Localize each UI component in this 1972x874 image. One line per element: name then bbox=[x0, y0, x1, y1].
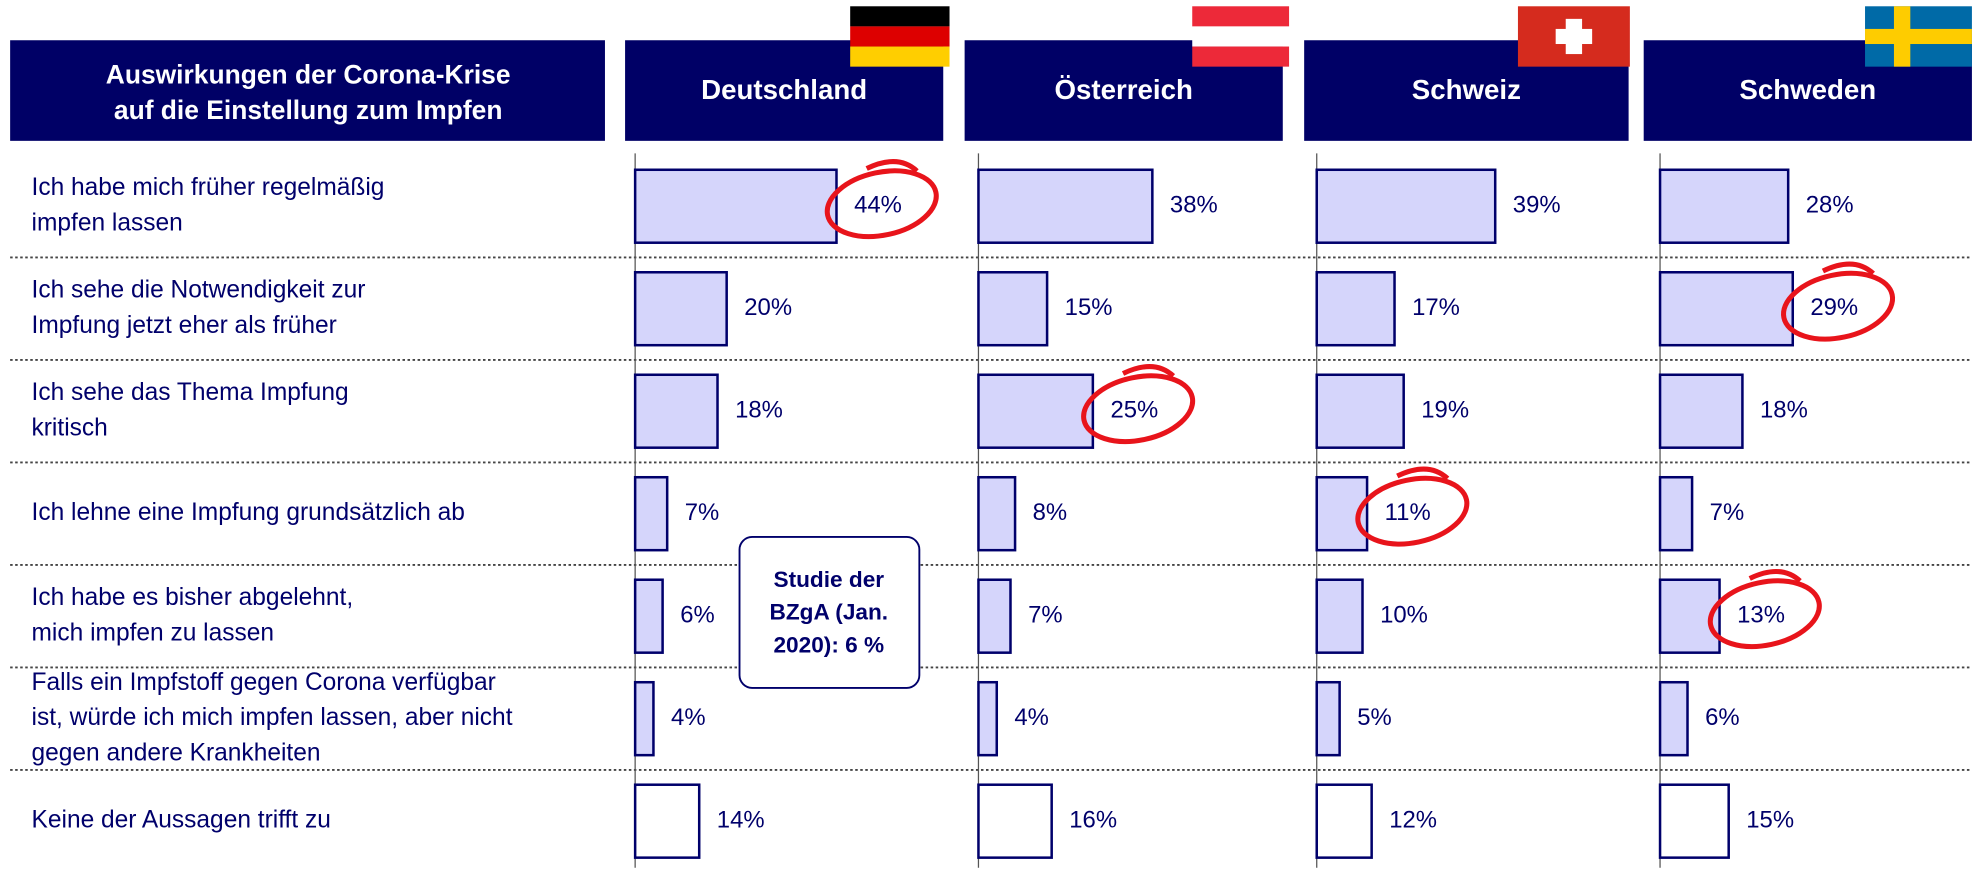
highlight-circle bbox=[1355, 475, 1470, 547]
value-label: 14% bbox=[717, 806, 765, 833]
bar bbox=[633, 578, 664, 654]
bar bbox=[977, 578, 1012, 654]
row-label: Ich habe mich früher regelmäßig bbox=[32, 174, 385, 201]
row-label: Ich sehe die Notwendigkeit zur bbox=[32, 277, 366, 304]
value-label: 7% bbox=[1710, 499, 1745, 526]
bar bbox=[633, 168, 838, 244]
bar bbox=[1315, 783, 1373, 859]
chart-title: auf die Einstellung zum Impfen bbox=[114, 95, 503, 125]
flag-sweden bbox=[1865, 6, 1972, 67]
row-label: Falls ein Impfstoff gegen Corona verfügb… bbox=[32, 669, 496, 696]
value-label: 11% bbox=[1385, 499, 1431, 526]
value-label: 7% bbox=[685, 499, 720, 526]
value-label: 15% bbox=[1065, 294, 1113, 321]
annotation: Studie der bbox=[773, 567, 884, 592]
highlight-stroke bbox=[1821, 261, 1875, 276]
highlight-stroke bbox=[1121, 364, 1176, 378]
highlight-circle bbox=[1780, 270, 1896, 342]
legend-entry: Schweiz bbox=[1412, 74, 1521, 105]
flag-austria bbox=[1192, 6, 1290, 67]
value-label: 15% bbox=[1746, 806, 1794, 833]
value-label: 39% bbox=[1513, 192, 1561, 219]
value-label: 38% bbox=[1170, 192, 1218, 219]
annotation-box bbox=[738, 536, 921, 689]
highlight-stroke bbox=[1748, 569, 1802, 583]
value-label: 18% bbox=[1760, 397, 1808, 424]
row-label: Impfung jetzt eher als früher bbox=[32, 312, 337, 339]
title-box bbox=[10, 40, 605, 141]
row-label: gegen andere Krankheiten bbox=[32, 739, 321, 766]
legend-entry: Schweden bbox=[1739, 74, 1876, 105]
bar bbox=[1315, 373, 1405, 449]
bar bbox=[1658, 680, 1689, 757]
bar bbox=[1315, 578, 1364, 654]
value-label: 16% bbox=[1069, 806, 1117, 833]
bar bbox=[977, 373, 1095, 449]
value-label: 4% bbox=[671, 704, 706, 731]
flag-switzerland bbox=[1517, 6, 1630, 67]
legend-entry: Österreich bbox=[1055, 74, 1193, 105]
bar bbox=[977, 475, 1017, 552]
bar bbox=[633, 373, 719, 449]
value-label: 8% bbox=[1033, 499, 1068, 526]
bar bbox=[977, 680, 999, 757]
row-label: Ich habe es bisher abgelehnt, bbox=[32, 584, 354, 611]
bar bbox=[977, 168, 1154, 244]
row-label: ist, würde ich mich impfen lassen, aber … bbox=[32, 704, 513, 731]
bar bbox=[1658, 475, 1694, 552]
value-label: 4% bbox=[1014, 704, 1049, 731]
bar bbox=[633, 783, 701, 859]
bar bbox=[633, 475, 669, 552]
bar bbox=[633, 680, 655, 757]
row-label: kritisch bbox=[32, 414, 108, 441]
annotation: 2020): 6 % bbox=[773, 632, 884, 657]
row-label: impfen lassen bbox=[32, 209, 183, 236]
value-label: 29% bbox=[1810, 294, 1858, 321]
value-label: 7% bbox=[1028, 602, 1063, 629]
row-label: Keine der Aussagen trifft zu bbox=[32, 807, 331, 834]
value-label: 44% bbox=[854, 192, 902, 219]
bar bbox=[977, 271, 1049, 347]
value-label: 28% bbox=[1806, 192, 1854, 219]
highlight-circle bbox=[1081, 373, 1196, 445]
bar bbox=[1315, 168, 1497, 244]
highlight-circle bbox=[1707, 578, 1822, 650]
value-label: 6% bbox=[680, 602, 715, 629]
bar bbox=[1315, 680, 1341, 757]
bar bbox=[1658, 168, 1790, 244]
bar bbox=[1658, 783, 1730, 859]
legend-entry: Deutschland bbox=[701, 74, 867, 105]
highlight-circle bbox=[824, 168, 939, 240]
value-label: 5% bbox=[1357, 704, 1392, 731]
bar bbox=[977, 783, 1053, 859]
row-label: Ich sehe das Thema Impfung bbox=[32, 379, 349, 406]
row-label: Ich lehne eine Impfung grundsätzlich ab bbox=[32, 499, 465, 526]
bar bbox=[1315, 271, 1396, 347]
value-label: 19% bbox=[1421, 397, 1469, 424]
value-label: 18% bbox=[735, 397, 783, 424]
value-label: 25% bbox=[1110, 397, 1158, 424]
bar bbox=[633, 271, 728, 347]
bar bbox=[1658, 373, 1744, 449]
chart-title: Auswirkungen der Corona-Krise bbox=[106, 60, 511, 90]
row-label: mich impfen zu lassen bbox=[32, 619, 275, 646]
value-label: 10% bbox=[1380, 602, 1428, 629]
bar bbox=[1658, 271, 1795, 347]
value-label: 17% bbox=[1412, 294, 1460, 321]
value-label: 20% bbox=[744, 294, 792, 321]
annotation: BZgA (Jan. bbox=[770, 600, 889, 625]
value-label: 12% bbox=[1389, 806, 1437, 833]
value-label: 13% bbox=[1737, 602, 1785, 629]
highlight-stroke bbox=[865, 159, 919, 173]
value-label: 6% bbox=[1705, 704, 1740, 731]
highlight-stroke bbox=[1396, 466, 1450, 481]
flag-germany bbox=[850, 6, 950, 67]
